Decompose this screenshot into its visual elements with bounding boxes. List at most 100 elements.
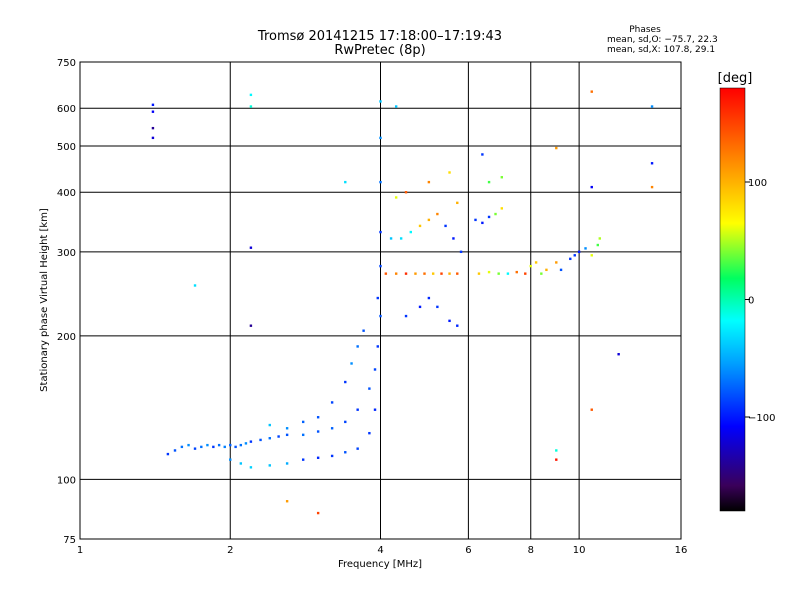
- data-point: [559, 268, 563, 272]
- data-point: [379, 136, 382, 140]
- x-tick-label: 1: [77, 545, 83, 556]
- scatter-points: [151, 90, 654, 515]
- data-point: [487, 215, 491, 219]
- data-point: [376, 296, 379, 300]
- y-tick-label: 300: [57, 248, 76, 259]
- data-point: [379, 264, 382, 268]
- data-point: [448, 319, 451, 323]
- x-tick-label: 6: [465, 545, 471, 556]
- data-point: [285, 427, 289, 430]
- data-point: [456, 272, 459, 275]
- data-point: [590, 408, 593, 411]
- data-point: [234, 445, 237, 449]
- data-point: [268, 423, 271, 427]
- data-point: [151, 126, 155, 130]
- data-point: [368, 431, 371, 435]
- data-point: [477, 272, 481, 275]
- data-point: [448, 171, 451, 174]
- data-point: [427, 218, 431, 222]
- data-point: [173, 449, 177, 452]
- data-point: [577, 250, 581, 254]
- data-point: [249, 466, 253, 469]
- data-point: [316, 430, 320, 433]
- data-point: [448, 272, 451, 275]
- data-point: [151, 136, 155, 140]
- colorbar-ticks: 100 0 −100: [745, 178, 775, 424]
- data-point: [409, 230, 412, 234]
- data-point: [418, 224, 422, 228]
- grid: [80, 62, 681, 539]
- data-point: [212, 445, 215, 449]
- data-point: [223, 445, 226, 449]
- data-point: [362, 329, 365, 332]
- data-point: [249, 246, 253, 249]
- x-axis-label: Frequency [MHz]: [338, 559, 422, 570]
- x-tick-label: 2: [227, 545, 233, 556]
- colorbar-tick-label: 0: [748, 296, 754, 307]
- data-point: [206, 443, 209, 447]
- data-point: [344, 451, 347, 454]
- data-point: [193, 284, 197, 287]
- data-point: [436, 212, 439, 216]
- data-point: [474, 218, 477, 222]
- data-point: [404, 191, 408, 194]
- data-point: [356, 345, 359, 348]
- data-point: [217, 443, 221, 447]
- data-point: [200, 445, 203, 449]
- data-point: [494, 212, 497, 216]
- data-point: [151, 103, 155, 107]
- data-point: [436, 305, 439, 309]
- data-point: [431, 272, 435, 275]
- colorbar-tick-label: −100: [748, 413, 775, 424]
- data-point: [350, 362, 353, 365]
- stats-header: Phases: [629, 25, 661, 35]
- data-point: [452, 237, 455, 240]
- data-point: [500, 207, 504, 210]
- x-tick-label: 16: [675, 545, 688, 556]
- data-point: [427, 180, 431, 184]
- data-point: [268, 464, 271, 467]
- data-point: [301, 458, 305, 461]
- data-point: [481, 153, 484, 156]
- colorbar: [719, 87, 746, 512]
- data-point: [344, 180, 347, 184]
- data-point: [249, 324, 253, 327]
- data-point: [379, 100, 382, 103]
- data-point: [394, 272, 398, 275]
- data-point: [316, 511, 320, 515]
- data-point: [379, 314, 382, 318]
- data-point: [244, 442, 248, 445]
- data-point: [249, 93, 253, 97]
- y-tick-label: 100: [57, 475, 76, 486]
- data-point: [330, 427, 334, 430]
- data-point: [285, 500, 289, 503]
- data-point: [249, 440, 253, 443]
- data-point: [384, 272, 388, 275]
- data-point: [524, 272, 527, 275]
- y-axis-label: Stationary phase Virtual Height [km]: [39, 208, 50, 392]
- data-point: [379, 230, 382, 234]
- data-point: [373, 408, 377, 411]
- x-tick-label: 10: [573, 545, 586, 556]
- data-point: [394, 105, 398, 108]
- data-point: [500, 176, 504, 179]
- x-tick-label: 4: [377, 545, 383, 556]
- data-point: [399, 237, 403, 240]
- y-tick-labels: 75 100 200 300 400 500 600 750: [57, 58, 76, 546]
- data-point: [330, 401, 334, 404]
- data-point: [497, 272, 500, 275]
- x-tick-labels: 1 2 4 6 8 10 16: [77, 545, 688, 556]
- data-point: [423, 272, 426, 275]
- data-point: [540, 272, 543, 275]
- data-point: [590, 185, 593, 189]
- data-point: [598, 237, 601, 240]
- data-point: [404, 272, 408, 275]
- data-point: [427, 296, 431, 300]
- data-point: [356, 408, 359, 411]
- colorbar-label: [deg]: [718, 71, 753, 86]
- y-tick-label: 400: [57, 188, 76, 199]
- data-point: [529, 264, 532, 268]
- data-point: [487, 270, 491, 274]
- x-tick-label: 8: [528, 545, 534, 556]
